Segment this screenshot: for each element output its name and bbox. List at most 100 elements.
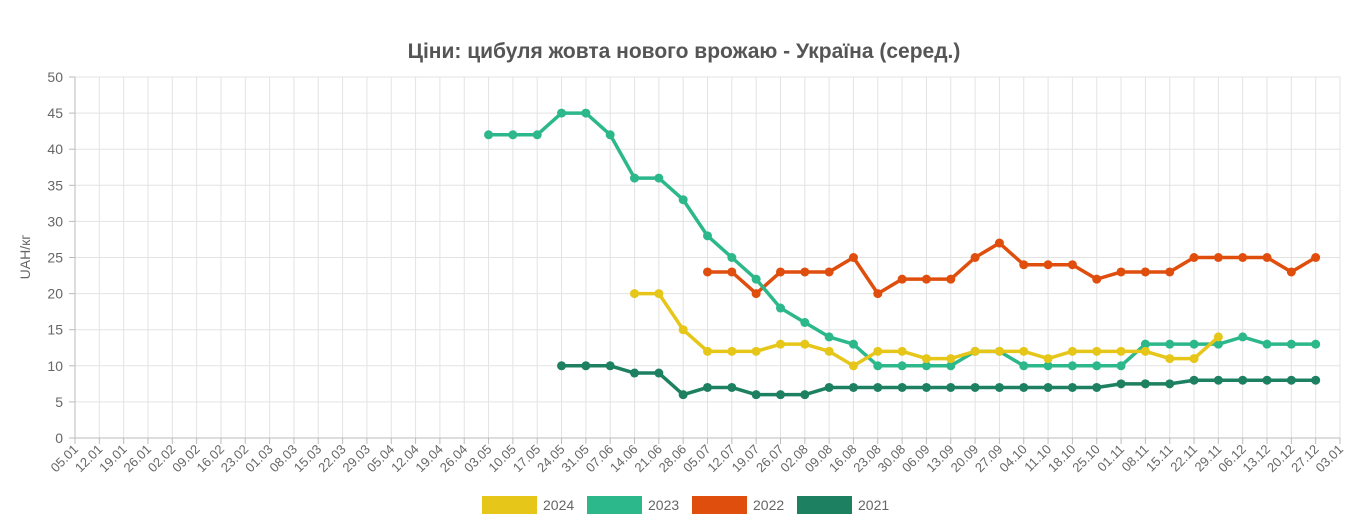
y-tick-label: 20 bbox=[47, 286, 63, 302]
data-point-2024 bbox=[1092, 346, 1102, 356]
y-tick-label: 10 bbox=[47, 358, 63, 374]
series-lines bbox=[484, 108, 1321, 400]
data-point-2024 bbox=[800, 339, 810, 349]
data-point-2023 bbox=[1116, 361, 1126, 371]
data-point-2023 bbox=[532, 130, 542, 140]
data-point-2021 bbox=[946, 382, 956, 392]
legend-label: 2021 bbox=[858, 497, 889, 513]
y-tick-label: 35 bbox=[47, 177, 63, 193]
data-point-2022 bbox=[1213, 253, 1223, 262]
legend: 2024 2023 2022 2021 bbox=[482, 496, 889, 514]
data-point-2023 bbox=[484, 130, 494, 140]
data-point-2021 bbox=[1238, 375, 1248, 385]
x-tick-label: 08.11 bbox=[1119, 442, 1152, 475]
data-point-2024 bbox=[1043, 354, 1053, 364]
data-point-2024 bbox=[897, 346, 907, 356]
y-tick-label: 0 bbox=[55, 430, 63, 446]
data-point-2023 bbox=[727, 253, 737, 262]
data-point-2021 bbox=[873, 382, 883, 392]
x-tick-label: 04.10 bbox=[996, 442, 1030, 476]
data-point-2024 bbox=[678, 325, 688, 335]
series-line-2022 bbox=[705, 241, 1318, 296]
data-point-2023 bbox=[1140, 339, 1150, 349]
data-point-2023 bbox=[1213, 339, 1223, 349]
y-tick-label: 40 bbox=[47, 141, 63, 157]
legend-swatch bbox=[482, 496, 537, 514]
data-point-2021 bbox=[824, 382, 834, 392]
data-point-2024 bbox=[1116, 346, 1126, 356]
data-point-2022 bbox=[1262, 253, 1272, 262]
data-point-2022 bbox=[897, 274, 907, 284]
legend-item-2021[interactable]: 2021 bbox=[797, 496, 889, 514]
data-point-2021 bbox=[1067, 382, 1077, 392]
data-point-2022 bbox=[848, 253, 858, 262]
data-point-2023 bbox=[824, 332, 834, 342]
legend-label: 2022 bbox=[753, 497, 784, 513]
data-point-2023 bbox=[630, 173, 640, 183]
data-point-2021 bbox=[703, 382, 712, 392]
data-point-2022 bbox=[824, 267, 834, 277]
x-tick-label: 25.10 bbox=[1069, 442, 1103, 476]
legend-item-2023[interactable]: 2023 bbox=[587, 496, 679, 514]
data-point-2022 bbox=[946, 274, 956, 284]
data-point-2021 bbox=[1116, 379, 1126, 389]
data-point-2023 bbox=[1286, 339, 1296, 349]
data-point-2022 bbox=[1165, 267, 1175, 277]
data-point-2022 bbox=[1286, 267, 1296, 277]
data-point-2021 bbox=[897, 382, 907, 392]
data-point-2023 bbox=[1019, 361, 1029, 371]
data-point-2023 bbox=[946, 361, 956, 371]
data-point-2022 bbox=[751, 289, 761, 299]
data-point-2023 bbox=[508, 130, 518, 140]
data-point-2022 bbox=[1067, 260, 1077, 270]
legend-item-2024[interactable]: 2024 bbox=[482, 496, 574, 514]
data-point-2021 bbox=[1043, 382, 1053, 392]
data-point-2022 bbox=[1140, 267, 1150, 277]
data-point-2021 bbox=[1262, 375, 1272, 385]
data-point-2021 bbox=[1140, 379, 1150, 389]
data-point-2021 bbox=[581, 361, 591, 371]
data-point-2024 bbox=[1140, 346, 1150, 356]
data-point-2024 bbox=[824, 346, 834, 356]
axes bbox=[69, 76, 1341, 444]
legend-swatch bbox=[797, 496, 852, 514]
data-point-2022 bbox=[921, 274, 931, 284]
data-point-2023 bbox=[1043, 361, 1053, 371]
legend-item-2022[interactable]: 2022 bbox=[692, 496, 784, 514]
y-axis-label: UAH/кг bbox=[17, 235, 33, 280]
data-point-2023 bbox=[1262, 339, 1272, 349]
data-point-2021 bbox=[848, 382, 858, 392]
data-point-2024 bbox=[970, 346, 980, 356]
data-point-2022 bbox=[775, 267, 785, 277]
data-point-2021 bbox=[994, 382, 1004, 392]
data-point-2022 bbox=[1311, 253, 1321, 262]
x-tick-label: 03.01 bbox=[1313, 442, 1347, 476]
data-point-2024 bbox=[921, 354, 931, 364]
data-point-2021 bbox=[1165, 379, 1175, 389]
y-tick-label: 45 bbox=[47, 105, 63, 121]
legend-swatch bbox=[692, 496, 747, 514]
legend-swatch bbox=[587, 496, 642, 514]
data-point-2023 bbox=[873, 361, 883, 371]
series-2021 bbox=[557, 361, 1321, 400]
data-point-2023 bbox=[1165, 339, 1175, 349]
series-line-2021 bbox=[559, 364, 1318, 397]
data-point-2022 bbox=[703, 267, 712, 277]
x-tick-label: 15.11 bbox=[1143, 442, 1176, 475]
data-point-2023 bbox=[1092, 361, 1102, 371]
y-tick-labels: 0 5 10 15 20 25 30 35 40 45 50 bbox=[47, 69, 63, 446]
series-2023 bbox=[484, 108, 1321, 371]
data-point-2024 bbox=[1067, 346, 1077, 356]
data-point-2023 bbox=[678, 195, 688, 205]
data-point-2023 bbox=[848, 339, 858, 349]
data-point-2024 bbox=[848, 361, 858, 371]
data-point-2021 bbox=[630, 368, 640, 378]
data-point-2021 bbox=[1189, 375, 1199, 385]
data-point-2021 bbox=[727, 382, 737, 392]
data-point-2021 bbox=[1092, 382, 1102, 392]
data-point-2022 bbox=[727, 267, 737, 277]
data-point-2022 bbox=[800, 267, 810, 277]
data-point-2024 bbox=[994, 346, 1004, 356]
data-point-2022 bbox=[873, 289, 883, 299]
